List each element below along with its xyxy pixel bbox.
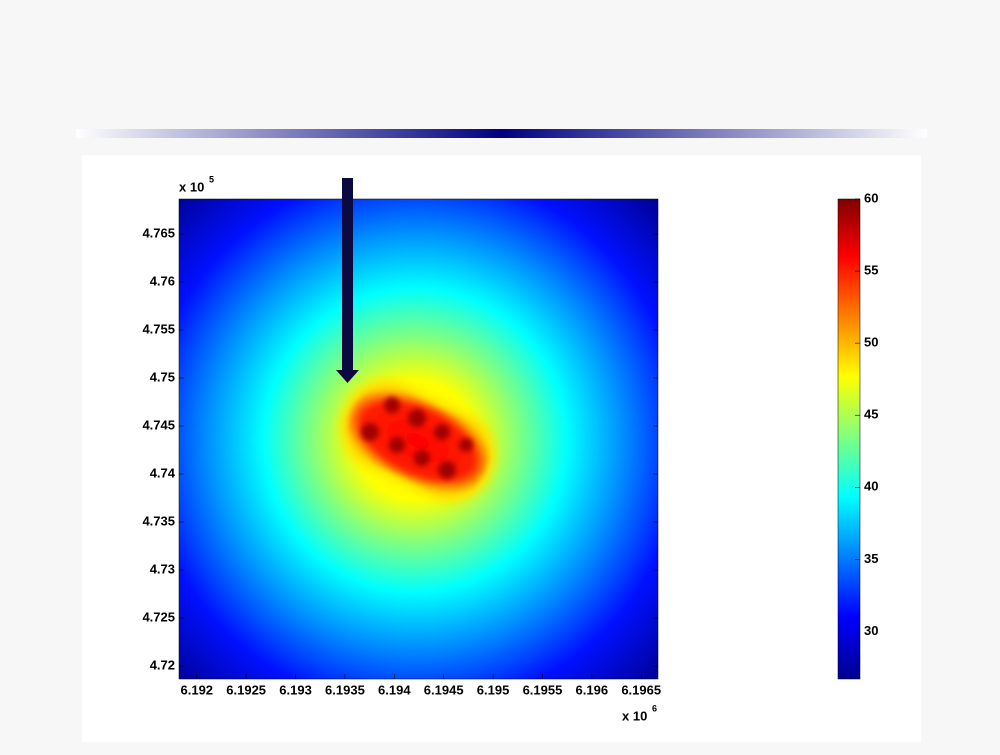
- x-tick-label: 6.194: [378, 682, 411, 697]
- header-rule: [76, 129, 927, 138]
- y-tick-label: 4.76: [150, 273, 175, 288]
- colorbar: [837, 198, 861, 680]
- colorbar-tick-label: 35: [864, 551, 878, 566]
- colorbar-tick-label: 50: [864, 335, 878, 350]
- x-tick-label: 6.1955: [523, 682, 563, 697]
- y-tick-label: 4.765: [142, 225, 175, 240]
- x-multiplier: x 10: [622, 708, 647, 723]
- x-tick-label: 6.1945: [424, 682, 464, 697]
- y-tick-label: 4.725: [142, 609, 175, 624]
- plot-frame: [178, 198, 659, 680]
- colorbar-tick-label: 30: [864, 623, 878, 638]
- colorbar-tick-label: 60: [864, 190, 878, 205]
- y-tick-label: 4.745: [142, 417, 175, 432]
- y-tick-label: 4.735: [142, 513, 175, 528]
- colorbar-tick-label: 40: [864, 479, 878, 494]
- x-tick-label: 6.193: [279, 682, 312, 697]
- x-tick-label: 6.1935: [325, 682, 365, 697]
- colorbar-tick-label: 55: [864, 263, 878, 278]
- y-tick-label: 4.73: [150, 561, 175, 576]
- x-multiplier-exponent: 6: [652, 703, 657, 713]
- x-tick-label: 6.196: [576, 682, 609, 697]
- x-tick-label: 6.1925: [226, 682, 266, 697]
- y-tick-label: 4.74: [150, 465, 176, 480]
- heatmap-field: [179, 199, 658, 679]
- x-tick-label: 6.1965: [621, 682, 661, 697]
- arrow: [336, 178, 359, 383]
- y-multiplier: x 10: [179, 179, 204, 194]
- x-tick-label: 6.195: [477, 682, 510, 697]
- y-tick-label: 4.72: [150, 657, 175, 672]
- colorbar-tick-label: 45: [864, 407, 878, 422]
- y-tick-label: 4.75: [150, 369, 175, 384]
- y-multiplier-exponent: 5: [209, 174, 214, 184]
- y-tick-label: 4.755: [142, 321, 175, 336]
- x-tick-label: 6.192: [181, 682, 214, 697]
